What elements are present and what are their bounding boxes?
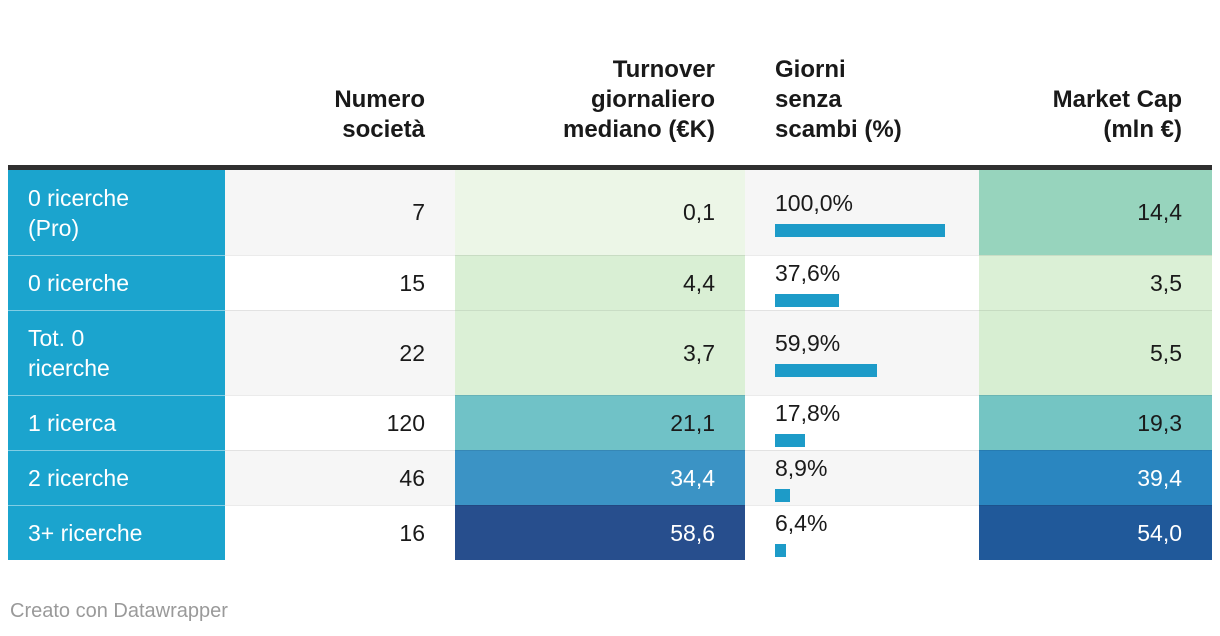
table-row: 2 ricerche 46 34,4 8,9% 39,4 <box>8 450 1212 505</box>
table-row: Tot. 0 ricerche 22 3,7 59,9% 5,5 <box>8 310 1212 395</box>
table-row: 1 ricerca 120 21,1 17,8% 19,3 <box>8 395 1212 450</box>
numero-societa-value: 22 <box>225 310 455 395</box>
row-label: 0 ricerche <box>8 255 225 310</box>
giorni-percent-label: 37,6% <box>775 260 841 286</box>
giorni-percent-label: 59,9% <box>775 330 841 356</box>
table-row: 0 ricerche 15 4,4 37,6% 3,5 <box>8 255 1212 310</box>
giorni-bar-cell: 37,6% <box>745 255 979 310</box>
data-table: Numero società Turnover giornaliero medi… <box>8 0 1212 560</box>
numero-societa-value: 46 <box>225 450 455 505</box>
giorni-bar-cell: 17,8% <box>745 395 979 450</box>
numero-societa-value: 16 <box>225 505 455 560</box>
numero-societa-value: 120 <box>225 395 455 450</box>
giorni-percent-label: 17,8% <box>775 400 841 426</box>
numero-societa-value: 15 <box>225 255 455 310</box>
market-cap-heatmap-cell: 54,0 <box>979 505 1212 560</box>
row-label: 3+ ricerche <box>8 505 225 560</box>
market-cap-heatmap-cell: 39,4 <box>979 450 1212 505</box>
table-row: 0 ricerche (Pro) 7 0,1 100,0% 14,4 <box>8 170 1212 255</box>
market-cap-heatmap-cell: 14,4 <box>979 170 1212 255</box>
giorni-percent-label: 8,9% <box>775 455 828 481</box>
row-label: 0 ricerche (Pro) <box>8 170 225 255</box>
numero-societa-value: 7 <box>225 170 455 255</box>
giorni-bar-cell: 6,4% <box>745 505 979 560</box>
giorni-percent-label: 6,4% <box>775 510 828 536</box>
market-cap-heatmap-cell: 5,5 <box>979 310 1212 395</box>
turnover-heatmap-cell: 34,4 <box>455 450 745 505</box>
column-header-giorni-senza-scambi: Giorni senza scambi (%) <box>775 56 902 143</box>
giorni-bar-cell: 100,0% <box>745 170 979 255</box>
turnover-heatmap-cell: 0,1 <box>455 170 745 255</box>
column-header-market-cap: Market Cap (mln €) <box>1052 86 1182 143</box>
turnover-heatmap-cell: 4,4 <box>455 255 745 310</box>
giorni-bar <box>775 364 877 377</box>
giorni-bar <box>775 544 786 557</box>
column-header-turnover: Turnover giornaliero mediano (€K) <box>562 56 715 143</box>
giorni-bar-cell: 8,9% <box>745 450 979 505</box>
turnover-heatmap-cell: 3,7 <box>455 310 745 395</box>
row-label: 2 ricerche <box>8 450 225 505</box>
turnover-heatmap-cell: 21,1 <box>455 395 745 450</box>
market-cap-heatmap-cell: 19,3 <box>979 395 1212 450</box>
table-row: 3+ ricerche 16 58,6 6,4% 54,0 <box>8 505 1212 560</box>
giorni-bar-cell: 59,9% <box>745 310 979 395</box>
market-cap-heatmap-cell: 3,5 <box>979 255 1212 310</box>
giorni-bar <box>775 434 806 447</box>
giorni-percent-label: 100,0% <box>775 189 854 216</box>
column-header-rowlabel <box>8 145 225 165</box>
datawrapper-attribution-link[interactable]: Creato con Datawrapper <box>10 600 228 622</box>
giorni-bar <box>775 223 945 237</box>
turnover-heatmap-cell: 58,6 <box>455 505 745 560</box>
row-label: 1 ricerca <box>8 395 225 450</box>
column-header-numero-societa: Numero società <box>334 86 425 143</box>
row-label: Tot. 0 ricerche <box>8 310 225 395</box>
table-header-row: Numero società Turnover giornaliero medi… <box>8 0 1212 170</box>
giorni-bar <box>775 294 839 307</box>
giorni-bar <box>775 489 791 502</box>
